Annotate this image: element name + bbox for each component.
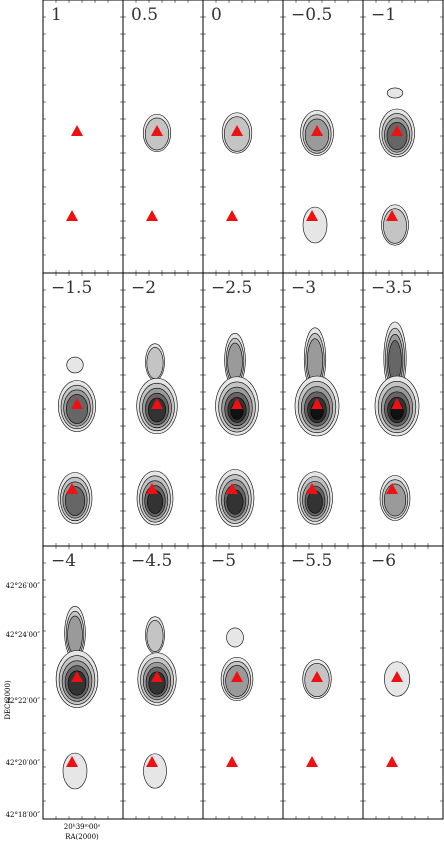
source-marker (66, 756, 78, 767)
emission-contour (227, 342, 243, 382)
y-tick-label: 42°22′00″ (6, 697, 41, 705)
y-tick-label: 42°18′00″ (6, 811, 41, 819)
source-marker (226, 483, 238, 494)
panel-label: −5 (211, 551, 236, 571)
source-marker (391, 398, 403, 409)
source-marker (231, 125, 243, 136)
y-tick-label: 42°26′00″ (6, 582, 41, 590)
source-marker (311, 125, 323, 136)
panel-label: −1.5 (51, 278, 92, 298)
emission-contour (143, 753, 167, 789)
source-marker (311, 398, 323, 409)
panel-label: −1 (371, 5, 396, 25)
channel-panel: −3.5 (362, 272, 444, 547)
channel-panel: −0.5 (282, 0, 364, 274)
channel-panel: −6 (362, 545, 444, 820)
emission-contour (388, 340, 402, 382)
panel-label: 0.5 (131, 5, 158, 25)
emission-contour (383, 208, 407, 244)
channel-panel: 0.5 (122, 0, 204, 274)
channel-panel: −3 (282, 272, 364, 547)
x-tick-label: 20ʰ39ᵐ00ˢ (64, 823, 101, 831)
emission-contour (67, 615, 83, 655)
channel-panel: −2 (122, 272, 204, 547)
emission-contour (146, 346, 164, 380)
channel-panel: −5 (202, 545, 284, 820)
source-marker (146, 756, 158, 767)
panel-label: −5.5 (291, 551, 332, 571)
source-marker (151, 398, 163, 409)
source-marker (306, 756, 318, 767)
source-marker (386, 756, 398, 767)
panel-label: −6 (371, 551, 396, 571)
channel-panel: 0 (202, 0, 284, 274)
emission-contour (386, 87, 404, 99)
channel-panel: −4 (42, 545, 124, 820)
panel-frame (362, 545, 444, 820)
emission-contour (307, 490, 323, 514)
source-marker (386, 483, 398, 494)
panel-label: −3.5 (371, 278, 412, 298)
panel-label: −3 (291, 278, 316, 298)
panel-label: −4.5 (131, 551, 172, 571)
source-marker (71, 125, 83, 136)
channel-panel: −5.5 (282, 545, 364, 820)
source-marker (391, 671, 403, 682)
channel-panel: −1.5 (42, 272, 124, 547)
source-marker (146, 483, 158, 494)
panel-label: 1 (51, 5, 62, 25)
source-marker (386, 210, 398, 221)
emission-contour (66, 356, 84, 374)
source-marker (306, 483, 318, 494)
y-axis-title: DEC(2000) (4, 680, 12, 720)
channel-panel: 1 (42, 0, 124, 274)
panel-label: −0.5 (291, 5, 332, 25)
source-marker (66, 483, 78, 494)
source-marker (151, 125, 163, 136)
channel-panel: −2.5 (202, 272, 284, 547)
emission-contour (302, 206, 328, 244)
y-tick-label: 42°20′00″ (6, 759, 41, 767)
source-marker (151, 671, 163, 682)
source-marker (306, 210, 318, 221)
emission-contour (62, 752, 88, 790)
source-marker (231, 671, 243, 682)
panel-label: −2 (131, 278, 156, 298)
source-marker (146, 210, 158, 221)
panel-label: 0 (211, 5, 222, 25)
emission-contour (146, 619, 164, 653)
y-tick-label: 42°24′00″ (6, 631, 41, 639)
source-marker (226, 210, 238, 221)
source-marker (231, 398, 243, 409)
panel-label: −2.5 (211, 278, 252, 298)
channel-panel: −4.5 (122, 545, 204, 820)
source-marker (391, 125, 403, 136)
source-marker (71, 398, 83, 409)
panel-frame (42, 0, 124, 274)
source-marker (311, 671, 323, 682)
emission-contour (67, 670, 87, 696)
source-marker (226, 756, 238, 767)
panel-label: −4 (51, 551, 76, 571)
emission-contour (226, 627, 244, 648)
channel-panel: −1 (362, 0, 444, 274)
source-marker (71, 671, 83, 682)
x-axis-title: RA(2000) (65, 833, 99, 841)
source-marker (66, 210, 78, 221)
